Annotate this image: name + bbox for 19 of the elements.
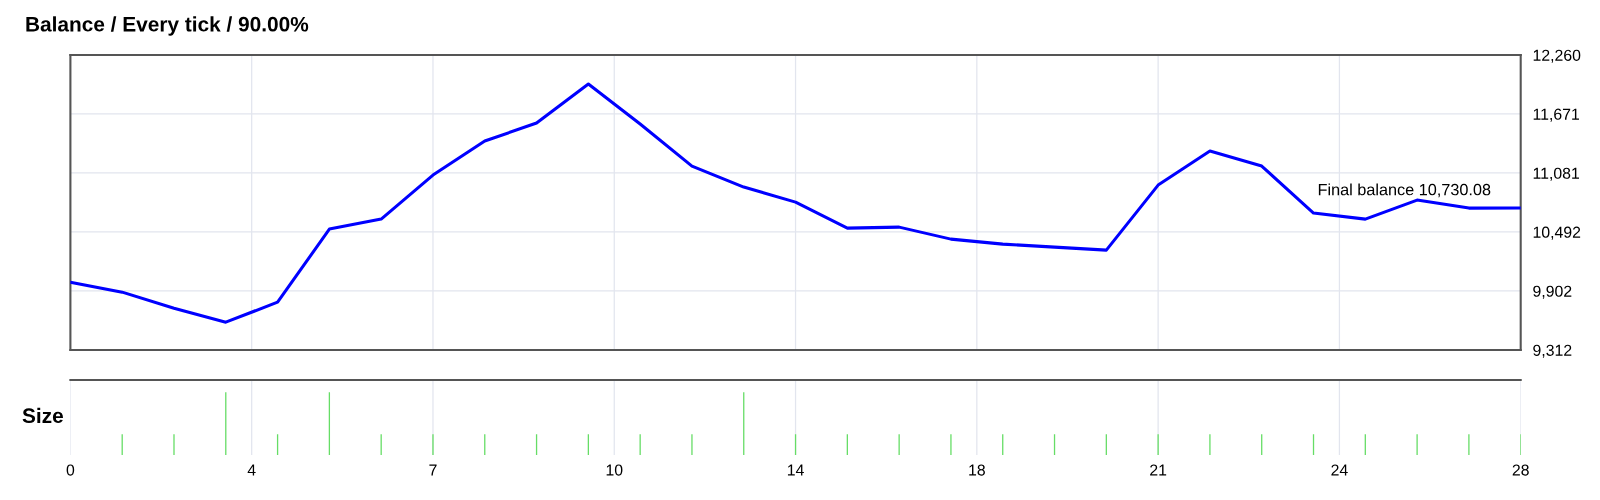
y-tick-label: 9,312	[1533, 344, 1572, 358]
y-tick-label: 12,260	[1533, 49, 1581, 63]
annotation: Final balance 10,730.08	[1318, 183, 1491, 198]
x-tick-label: 4	[247, 464, 256, 476]
x-tick-label: 7	[429, 464, 437, 476]
x-tick-label: 10	[606, 464, 623, 476]
x-tick-label: 21	[1150, 464, 1167, 476]
x-tick-label: 0	[66, 464, 75, 476]
x-tick-label: 18	[969, 464, 985, 476]
x-tick-label: 14	[787, 464, 804, 476]
x-tick-label: 24	[1331, 464, 1348, 476]
y-tick-label: 11,081	[1533, 167, 1579, 181]
y-tick-label: 10,492	[1533, 226, 1581, 240]
line-series	[70, 82, 1521, 324]
chart-title: Balance / Every tick / 90.00%	[26, 16, 309, 36]
y-tick-label: 11,671	[1533, 108, 1579, 122]
x-tick-label: 28	[1512, 464, 1529, 476]
y-axis-title: Size	[22, 407, 63, 424]
y-tick-label: 9,902	[1533, 285, 1572, 299]
